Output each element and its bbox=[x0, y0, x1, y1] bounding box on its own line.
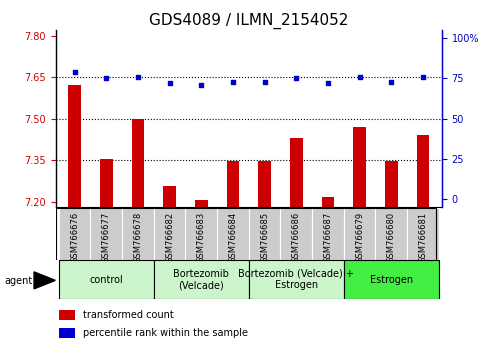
Text: percentile rank within the sample: percentile rank within the sample bbox=[83, 328, 248, 338]
Text: Bortezomib (Velcade) +
Estrogen: Bortezomib (Velcade) + Estrogen bbox=[238, 269, 354, 291]
Point bbox=[261, 79, 269, 84]
Bar bbox=[59, 328, 75, 338]
Text: GSM766681: GSM766681 bbox=[418, 212, 427, 263]
Bar bbox=[154, 208, 185, 260]
Point bbox=[229, 79, 237, 84]
Bar bbox=[227, 161, 239, 207]
Text: GSM766682: GSM766682 bbox=[165, 212, 174, 263]
Text: GSM766680: GSM766680 bbox=[387, 212, 396, 263]
Bar bbox=[417, 135, 429, 207]
Bar bbox=[344, 260, 439, 299]
Title: GDS4089 / ILMN_2154052: GDS4089 / ILMN_2154052 bbox=[149, 12, 348, 29]
Point bbox=[134, 74, 142, 80]
Text: Estrogen: Estrogen bbox=[369, 275, 413, 285]
Bar bbox=[290, 138, 302, 207]
Bar bbox=[385, 161, 398, 207]
Text: GSM766685: GSM766685 bbox=[260, 212, 269, 263]
Point bbox=[419, 74, 427, 80]
Point bbox=[166, 80, 173, 86]
Bar bbox=[185, 208, 217, 260]
Text: GSM766678: GSM766678 bbox=[133, 212, 142, 263]
Point bbox=[356, 74, 364, 80]
Bar bbox=[68, 85, 81, 207]
Point bbox=[71, 69, 78, 75]
Bar bbox=[59, 310, 75, 320]
Bar bbox=[258, 161, 271, 207]
Point bbox=[198, 82, 205, 88]
Bar bbox=[249, 208, 281, 260]
Bar bbox=[154, 260, 249, 299]
Bar bbox=[131, 119, 144, 207]
Text: GSM766687: GSM766687 bbox=[324, 212, 332, 263]
Polygon shape bbox=[34, 272, 55, 289]
Point bbox=[324, 80, 332, 86]
Bar bbox=[90, 208, 122, 260]
Text: GSM766679: GSM766679 bbox=[355, 212, 364, 263]
Bar bbox=[59, 208, 90, 260]
Bar bbox=[353, 127, 366, 207]
Point bbox=[292, 75, 300, 81]
Point bbox=[102, 75, 110, 81]
Text: agent: agent bbox=[5, 276, 33, 286]
Bar bbox=[195, 200, 208, 207]
Bar bbox=[100, 159, 113, 207]
Text: GSM766676: GSM766676 bbox=[70, 212, 79, 263]
Text: control: control bbox=[89, 275, 123, 285]
Text: transformed count: transformed count bbox=[83, 310, 173, 320]
Text: GSM766683: GSM766683 bbox=[197, 212, 206, 263]
Bar bbox=[217, 208, 249, 260]
Text: GSM766684: GSM766684 bbox=[228, 212, 238, 263]
Bar bbox=[407, 208, 439, 260]
Bar bbox=[322, 198, 334, 207]
Bar bbox=[344, 208, 375, 260]
Bar bbox=[249, 260, 344, 299]
Bar bbox=[281, 208, 312, 260]
Bar bbox=[312, 208, 344, 260]
Point bbox=[387, 79, 395, 84]
Text: GSM766686: GSM766686 bbox=[292, 212, 301, 263]
Bar bbox=[163, 186, 176, 207]
Bar bbox=[375, 208, 407, 260]
Bar bbox=[122, 208, 154, 260]
Text: Bortezomib
(Velcade): Bortezomib (Velcade) bbox=[173, 269, 229, 291]
Text: GSM766677: GSM766677 bbox=[102, 212, 111, 263]
Bar bbox=[59, 260, 154, 299]
